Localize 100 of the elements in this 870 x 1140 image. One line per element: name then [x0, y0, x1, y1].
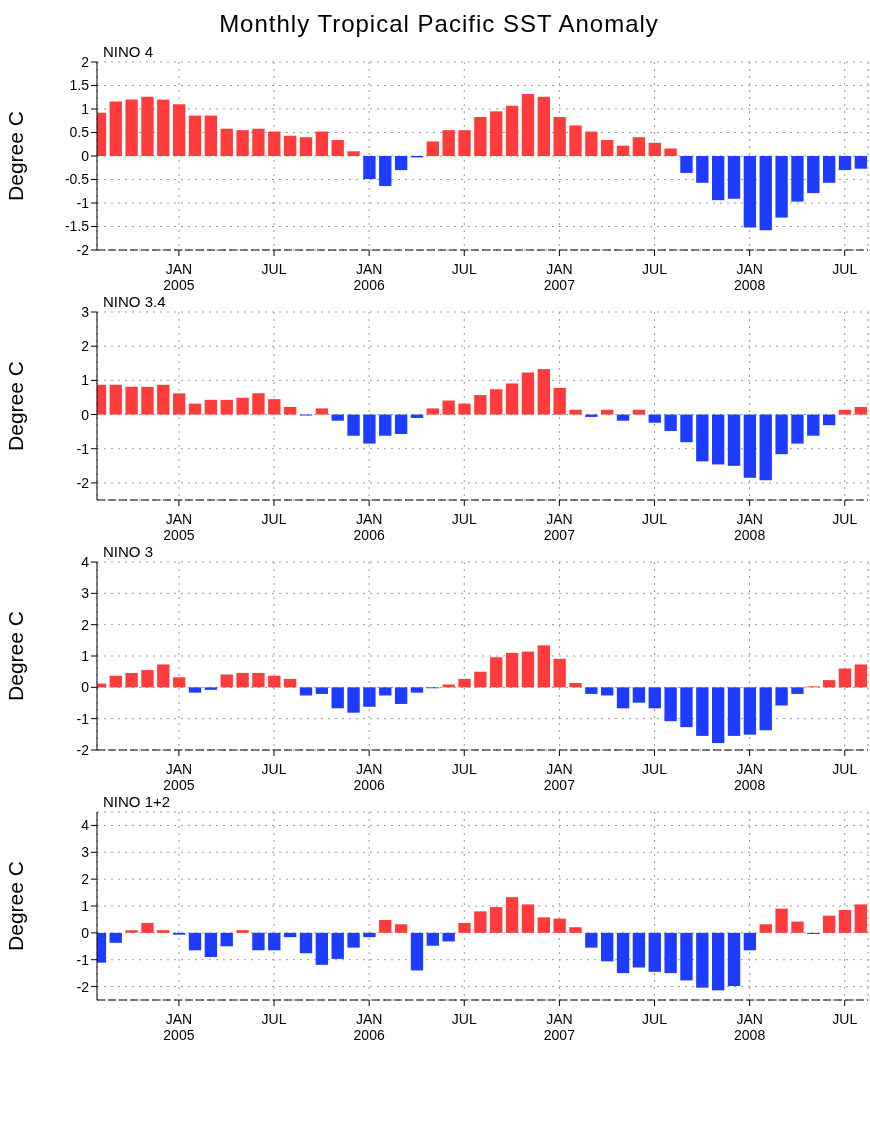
bar — [791, 687, 804, 694]
y-axis-title: Degree C — [4, 111, 28, 201]
bar — [315, 408, 329, 415]
bar — [696, 156, 709, 183]
bar — [236, 672, 249, 688]
bar — [490, 111, 503, 156]
bar — [458, 403, 471, 415]
x-tick-label: JUL — [642, 261, 668, 277]
bar — [664, 687, 677, 722]
bar — [648, 414, 661, 423]
bar — [394, 687, 408, 704]
y-tick-label: 1 — [81, 372, 90, 389]
bar — [347, 687, 360, 713]
bar — [680, 414, 693, 443]
bar — [553, 658, 566, 688]
bar — [569, 682, 582, 688]
bar — [648, 142, 661, 156]
bar — [204, 687, 218, 690]
bar — [696, 687, 709, 736]
bar — [759, 924, 772, 933]
bar — [601, 932, 614, 962]
bar — [648, 932, 661, 972]
x-tick-label: JAN 2007 — [543, 261, 576, 293]
x-tick-label: JAN 2008 — [734, 511, 766, 543]
x-tick-label: JAN 2006 — [353, 261, 385, 293]
x-tick-label: JAN 2008 — [734, 761, 766, 793]
bar — [204, 399, 218, 415]
bar — [474, 911, 487, 933]
bar — [252, 393, 265, 415]
chart-subtitle: NINO 4 — [103, 43, 154, 60]
bar — [601, 140, 614, 156]
bar — [664, 932, 677, 974]
y-tick-label: 1.5 — [69, 77, 90, 94]
bar — [632, 687, 646, 703]
bar — [807, 156, 820, 194]
bar — [616, 687, 630, 709]
x-tick-label: JUL — [832, 511, 858, 527]
bar — [807, 414, 820, 436]
bar — [696, 932, 709, 988]
bar — [743, 414, 757, 478]
bar — [553, 918, 566, 933]
bar — [775, 687, 788, 706]
x-tick-label: JAN 2007 — [543, 511, 576, 543]
x-tick-label: JUL — [261, 761, 287, 777]
bar — [743, 932, 757, 951]
bar — [442, 130, 455, 156]
bar — [410, 687, 424, 693]
bar — [775, 156, 788, 218]
bar — [537, 645, 550, 688]
x-tick-label: JUL — [261, 1011, 287, 1027]
bar — [521, 372, 535, 415]
bar — [838, 409, 852, 415]
bar — [585, 131, 598, 156]
x-tick-label: JAN 2007 — [543, 1011, 576, 1043]
x-tick-label: JUL — [261, 511, 287, 527]
bar — [283, 407, 297, 415]
bar — [854, 904, 868, 933]
x-tick-label: JUL — [642, 761, 668, 777]
chart-subtitle: NINO 1+2 — [103, 793, 172, 810]
x-tick-label: JAN 2007 — [543, 761, 576, 793]
bar — [426, 408, 439, 415]
bar — [474, 395, 487, 415]
bar — [283, 678, 297, 688]
bar — [141, 96, 154, 156]
bar — [838, 156, 852, 171]
bar — [268, 675, 281, 688]
bar — [474, 116, 487, 156]
bar — [775, 908, 788, 933]
y-tick-label: 4 — [81, 817, 90, 834]
bar — [505, 105, 519, 156]
bar — [822, 915, 836, 933]
bar — [379, 687, 392, 696]
x-tick-label: JUL — [451, 761, 477, 777]
bar — [204, 932, 218, 958]
bar — [379, 919, 392, 933]
bar — [569, 125, 582, 156]
bar — [188, 932, 202, 951]
bar — [775, 414, 788, 455]
bar — [157, 384, 170, 415]
bar — [268, 399, 281, 415]
y-tick-label: 0.5 — [69, 124, 90, 141]
y-axis-title: Degree C — [4, 611, 28, 701]
bar — [252, 128, 265, 156]
bar — [727, 414, 741, 466]
bar — [363, 932, 376, 938]
bar — [680, 687, 693, 728]
bar — [347, 151, 360, 156]
bar — [553, 116, 566, 156]
bar — [854, 156, 868, 169]
bar — [379, 414, 392, 436]
bar — [632, 409, 646, 415]
bar — [458, 922, 471, 933]
y-tick-label: -1 — [76, 710, 90, 727]
bar — [601, 409, 614, 415]
bar — [442, 932, 455, 942]
bar — [426, 141, 439, 156]
y-tick-label: 3 — [81, 844, 90, 861]
y-tick-label: -2 — [76, 741, 90, 758]
x-tick-label: JAN 2008 — [734, 1011, 766, 1043]
bar — [188, 403, 202, 415]
